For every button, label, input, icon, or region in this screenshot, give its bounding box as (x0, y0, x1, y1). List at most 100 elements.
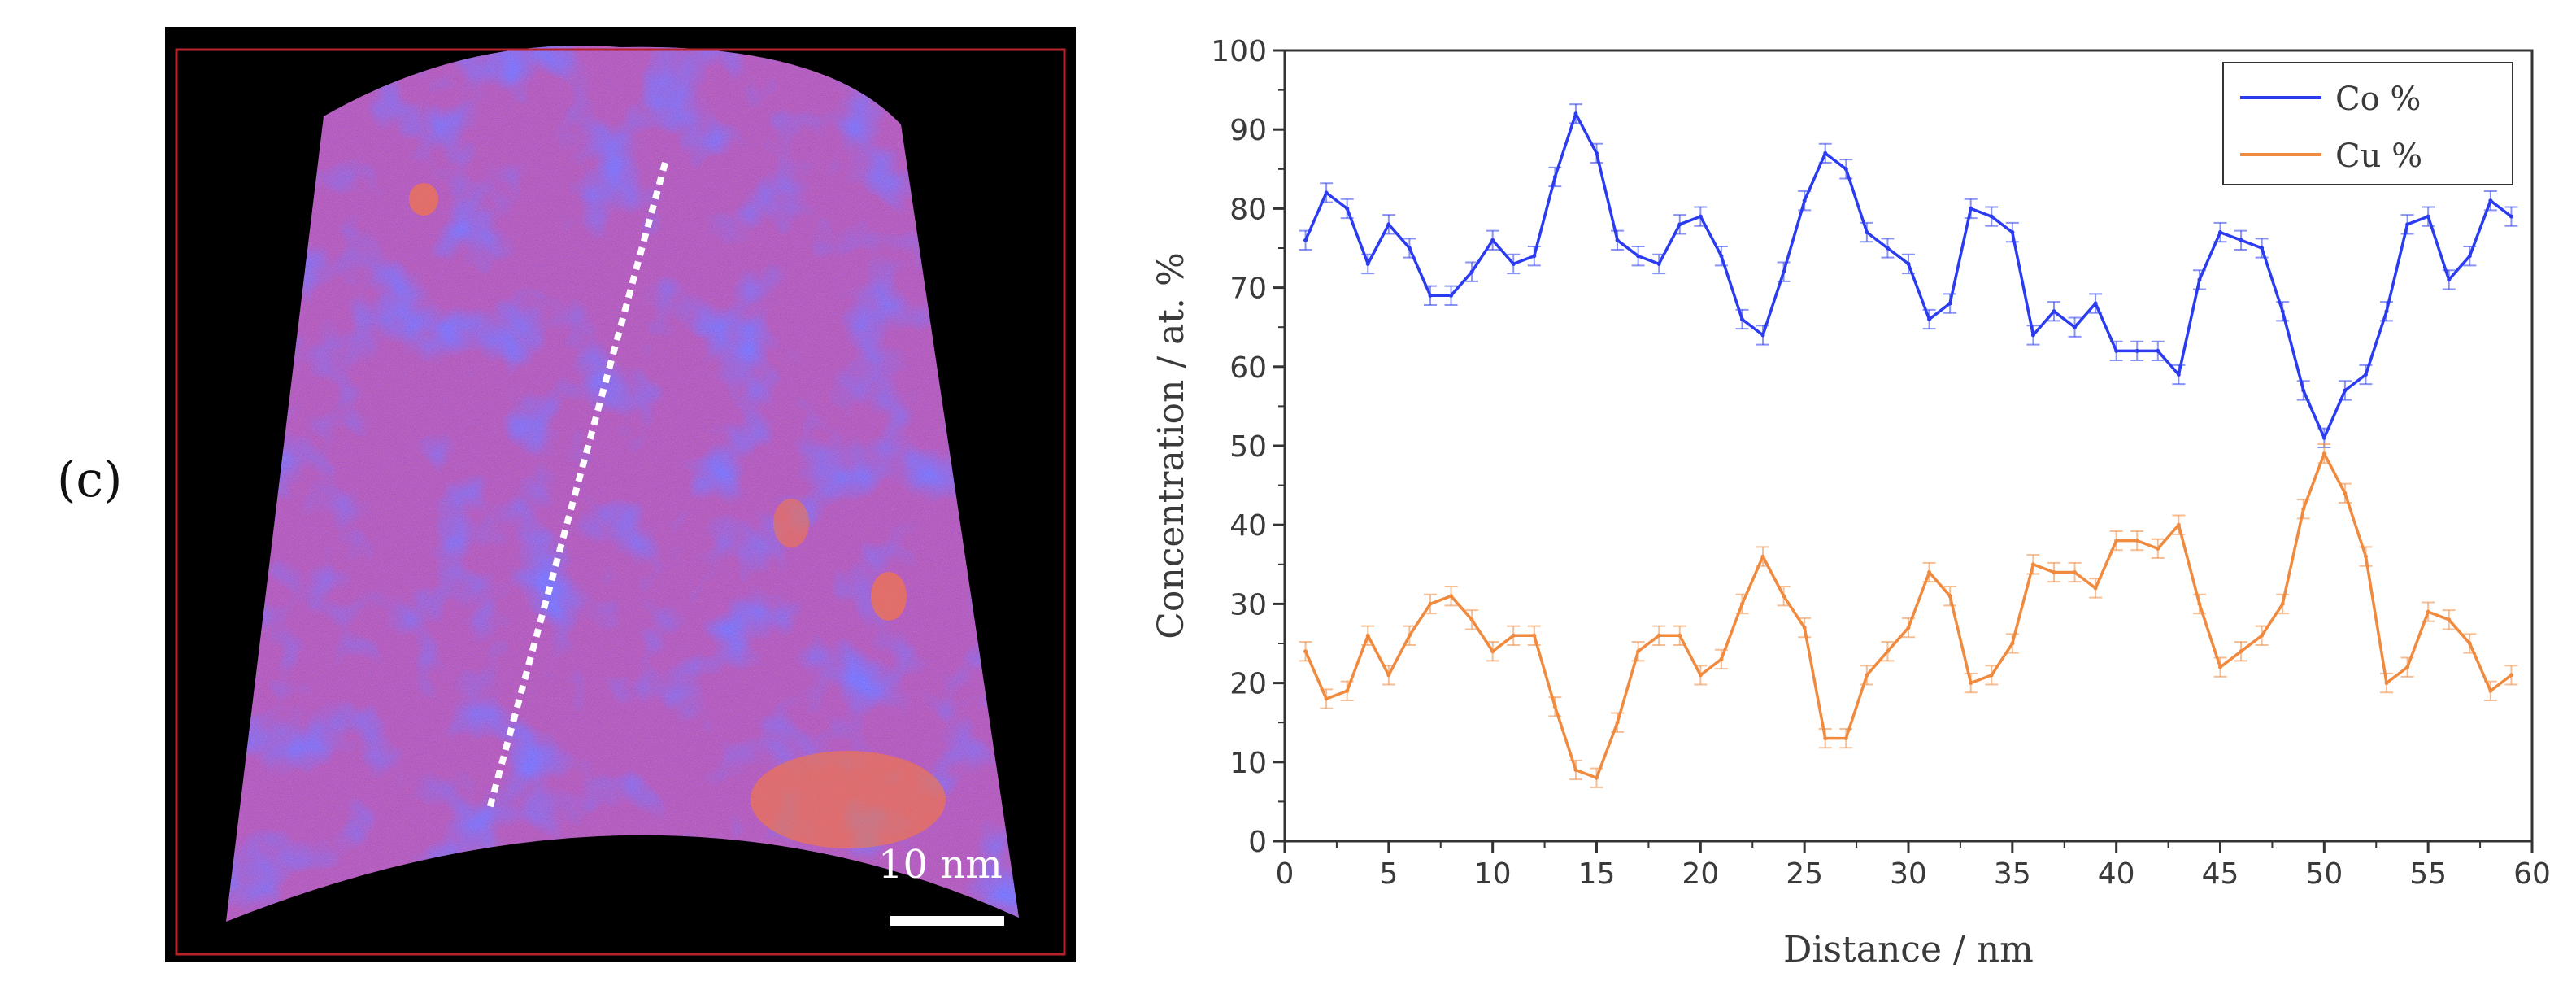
data-point-co (1615, 238, 1620, 242)
y-tick-label: 0 (1248, 826, 1267, 859)
data-point-co (2093, 301, 2098, 306)
data-point-cu (1906, 626, 1911, 630)
data-point-cu (2467, 641, 2472, 646)
data-point-cu (2218, 665, 2222, 669)
x-tick-label: 20 (1682, 857, 1719, 891)
data-point-cu (2363, 554, 2368, 559)
data-point-co (1386, 222, 1391, 227)
data-point-co (2156, 348, 2160, 353)
data-point-co (2030, 333, 2035, 338)
data-point-cu (1719, 656, 1724, 661)
data-point-co (1595, 150, 1599, 155)
x-tick-label: 45 (2202, 857, 2239, 891)
data-point-cu (2134, 539, 2139, 543)
data-point-co (2405, 222, 2410, 227)
x-tick-label: 55 (2409, 857, 2447, 891)
data-point-cu (1636, 649, 1641, 654)
data-point-cu (1739, 601, 1744, 606)
data-point-cu (1365, 633, 1370, 638)
x-tick-label: 35 (1994, 857, 2031, 891)
data-point-cu (2073, 570, 2078, 575)
x-tick-label: 10 (1474, 857, 1512, 891)
data-point-cu (2447, 617, 2452, 622)
data-point-cu (2509, 673, 2513, 678)
data-point-co (2073, 325, 2078, 329)
data-point-cu (1656, 633, 1661, 638)
data-point-cu (2426, 609, 2430, 614)
x-axis-label: Distance / nm (1783, 929, 2034, 970)
data-point-cu (2280, 601, 2285, 606)
data-point-co (2321, 435, 2326, 440)
data-point-cu (1823, 736, 1828, 741)
data-point-cu (2260, 633, 2265, 638)
data-point-cu (1885, 649, 1890, 654)
x-tick-label: 30 (1890, 857, 1927, 891)
y-axis-label: Concentration / at. % (1151, 252, 1192, 639)
data-point-cu (1303, 649, 1308, 654)
data-point-cu (2343, 491, 2348, 495)
data-point-cu (2010, 641, 2015, 646)
data-point-cu (1386, 673, 1391, 678)
reconstruction-render (165, 27, 1076, 962)
y-tick-label: 10 (1229, 747, 1267, 780)
data-point-co (2363, 373, 2368, 377)
chart-svg: 0 10 20 30 40 50 60 70 80 90 100 0 5 10 15 20 25 30 35 40 4… (1151, 35, 2551, 970)
data-point-co (1552, 175, 1557, 180)
data-point-co (1303, 238, 1308, 242)
x-tick-label: 0 (1276, 857, 1295, 891)
data-point-co (2260, 246, 2265, 251)
data-point-cu (2197, 601, 2202, 606)
data-point-cu (2321, 451, 2326, 456)
data-point-cu (2030, 562, 2035, 567)
data-point-cu (1802, 626, 1807, 630)
data-point-cu (2405, 665, 2410, 669)
data-point-co (1782, 269, 1786, 274)
data-point-co (1532, 254, 1537, 259)
data-point-co (2447, 277, 2452, 282)
data-point-cu (1947, 594, 1952, 599)
y-tick-label: 80 (1229, 193, 1267, 226)
legend-label-cu: Cu % (2335, 137, 2422, 175)
x-tick-label: 15 (1578, 857, 1616, 891)
data-point-co (1428, 293, 1433, 298)
y-tick-label: 70 (1229, 273, 1267, 306)
data-point-co (1449, 293, 1454, 298)
data-point-cu (1511, 633, 1516, 638)
data-point-cu (2239, 649, 2243, 654)
data-point-co (2010, 230, 2015, 235)
data-point-co (1989, 214, 1994, 219)
y-tick-label: 30 (1229, 588, 1267, 621)
x-tick-label: 60 (2513, 857, 2551, 891)
data-point-co (1677, 222, 1682, 227)
data-point-co (2488, 198, 2493, 203)
data-point-co (1719, 254, 1724, 259)
x-tick-label: 25 (1786, 857, 1823, 891)
data-point-co (2301, 388, 2306, 393)
data-point-co (2218, 230, 2222, 235)
data-point-cu (2093, 586, 2098, 591)
data-point-co (1407, 246, 1412, 251)
data-point-co (1365, 261, 1370, 266)
data-point-cu (1865, 673, 1869, 678)
panel-label: (c) (57, 451, 123, 508)
data-point-co (1927, 316, 1932, 321)
data-point-co (1739, 316, 1744, 321)
y-tick-label: 60 (1229, 351, 1267, 385)
data-point-co (1885, 246, 1890, 251)
data-point-co (1947, 301, 1952, 306)
data-point-cu (1532, 633, 1537, 638)
data-point-co (2280, 309, 2285, 314)
legend-label-co: Co % (2335, 81, 2421, 118)
concentration-profile-chart: 0 10 20 30 40 50 60 70 80 90 100 0 5 10 15 20 25 30 35 40 4… (1122, 0, 2576, 990)
data-point-co (1698, 214, 1703, 219)
data-point-co (1636, 254, 1641, 259)
data-point-co (2384, 309, 2389, 314)
y-tick-label: 20 (1229, 668, 1267, 701)
data-point-co (2509, 214, 2513, 219)
data-point-co (2239, 238, 2243, 242)
y-tick-label: 40 (1229, 509, 1267, 543)
y-tick-label: 100 (1211, 35, 1267, 68)
y-tick-label: 50 (1229, 430, 1267, 464)
data-point-cu (1324, 696, 1329, 701)
y-tick-label: 90 (1229, 114, 1267, 147)
